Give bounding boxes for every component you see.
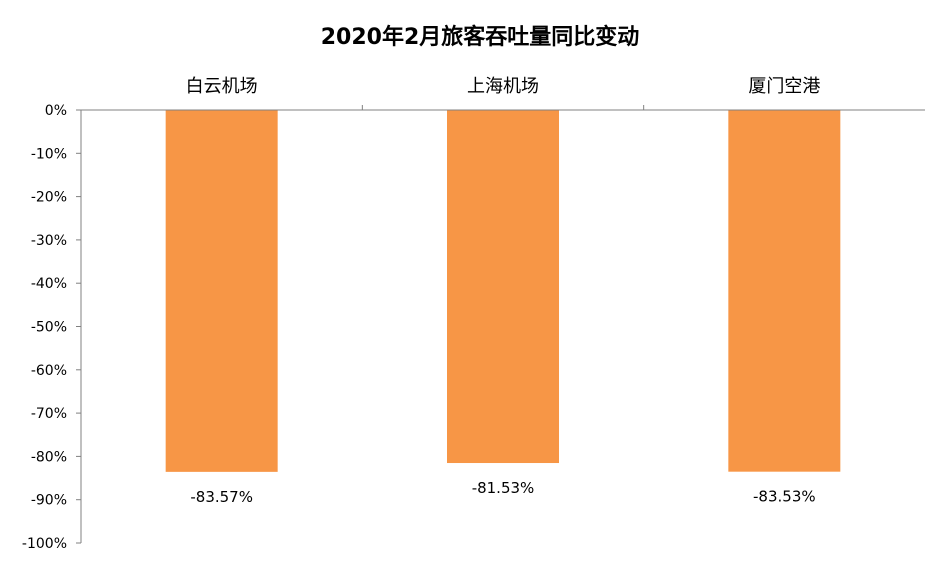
data-label: -81.53% — [472, 479, 535, 497]
y-tick-label: -100% — [22, 536, 67, 552]
y-tick-label: -60% — [31, 363, 67, 379]
category-label: 厦门空港 — [748, 76, 820, 97]
y-tick-label: -40% — [31, 276, 67, 292]
y-tick-label: -90% — [31, 493, 67, 509]
data-label: -83.53% — [753, 488, 816, 506]
data-labels: -83.57% -81.53% -83.53% — [190, 479, 815, 506]
y-tick-label: 0% — [45, 103, 67, 119]
y-tick-label: -20% — [31, 190, 67, 206]
category-axis: 白云机场 上海机场 厦门空港 — [81, 76, 925, 111]
y-tick-label: -50% — [31, 320, 67, 336]
category-label: 上海机场 — [467, 76, 539, 97]
bars — [165, 110, 841, 472]
chart-title: 2020年2月旅客吞吐量同比变动 — [321, 24, 640, 50]
category-label: 白云机场 — [186, 76, 258, 97]
y-tick-label: -30% — [31, 233, 67, 249]
bar — [728, 110, 841, 472]
y-tick-label: -70% — [31, 406, 67, 422]
y-tick-label: -80% — [31, 449, 67, 465]
y-tick-label: -10% — [31, 146, 67, 162]
bar — [447, 110, 559, 464]
y-axis: 0% -10% -20% -30% -40% -50% -60% -70% -80% -90% -1… — [22, 103, 82, 552]
bar — [165, 110, 278, 472]
data-label: -83.57% — [190, 488, 253, 506]
